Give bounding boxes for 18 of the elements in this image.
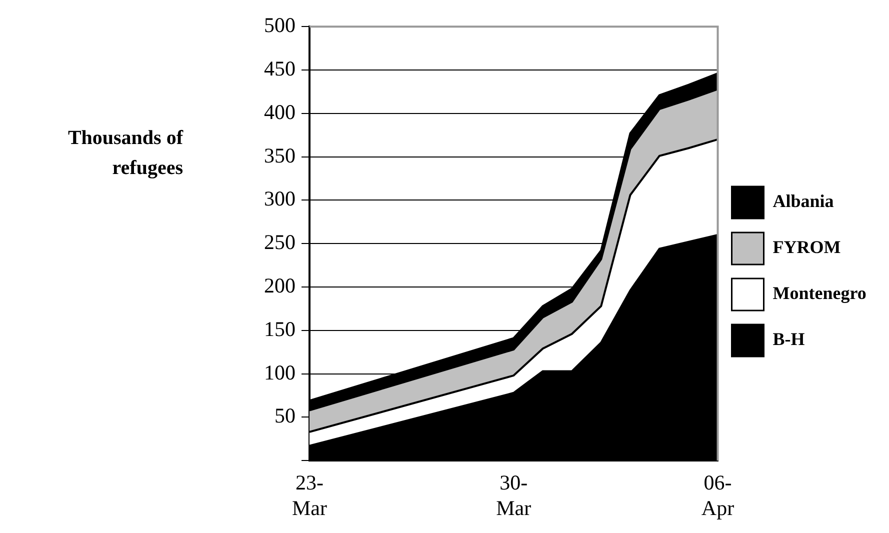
y-tick-label: 200 <box>264 274 296 298</box>
legend-label: Montenegro <box>772 283 866 304</box>
x-tick-label: 23-Mar <box>292 470 327 520</box>
legend-label: Albania <box>772 191 834 212</box>
x-tick-label: 06-Apr <box>701 470 734 520</box>
y-tick-label: 450 <box>264 56 296 81</box>
y-tick-label: 300 <box>264 186 296 211</box>
legend-label: B-H <box>772 329 805 350</box>
y-tick-label: 50 <box>274 404 296 428</box>
y-tick-label: 150 <box>264 316 296 341</box>
y-tick-label: 500 <box>264 13 296 38</box>
y-axis-title: Thousands of refugees <box>66 126 183 181</box>
x-tick-label: 30-Mar <box>496 470 532 520</box>
y-tick-label: 100 <box>264 360 296 384</box>
y-tick-label: 350 <box>264 143 296 168</box>
y-tick-label: 250 <box>264 230 296 254</box>
legend-label: FYROM <box>772 237 841 258</box>
y-tick-label: 400 <box>264 100 296 124</box>
